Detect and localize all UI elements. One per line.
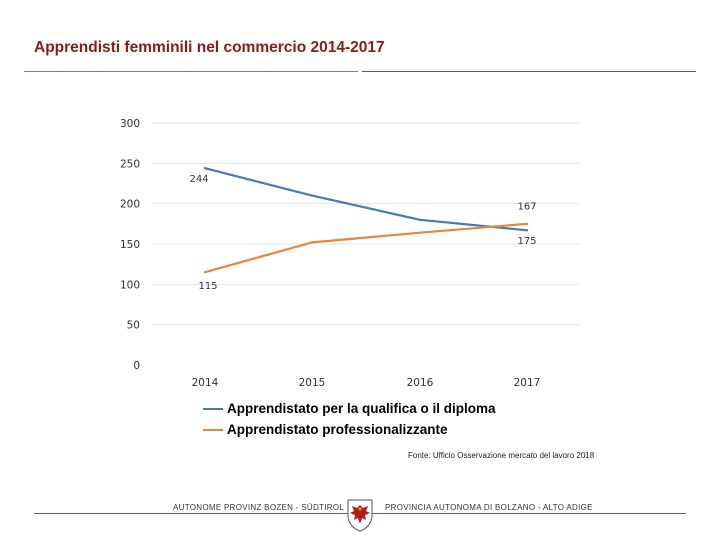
y-tick-label: 50 [127, 320, 140, 332]
data-point [525, 229, 529, 232]
series-line-0 [204, 167, 528, 232]
data-label: 175 [517, 236, 536, 247]
data-point [310, 194, 314, 197]
title-divider-right [362, 71, 696, 72]
data-point [525, 222, 529, 226]
y-tick-label: 150 [120, 239, 140, 251]
x-tick-label: 2017 [514, 377, 541, 389]
data-point [310, 241, 314, 244]
legend-item-qualifica: Apprendistato per la qualifica o il dipl… [203, 398, 496, 419]
y-tick-label: 100 [120, 279, 140, 291]
y-tick-label: 200 [120, 199, 140, 211]
y-tick-label: 300 [120, 118, 140, 130]
footer-text-german: AUTONOME PROVINZ BOZEN - SÜDTIROL [173, 503, 345, 512]
data-label: 167 [517, 201, 536, 212]
data-point [203, 166, 207, 170]
data-point [418, 218, 422, 221]
y-tick-label: 0 [133, 360, 140, 372]
x-tick-label: 2016 [407, 377, 434, 389]
legend-swatch-professionalizzante [203, 428, 223, 431]
tyrol-eagle-crest-icon [347, 499, 373, 532]
series-line-1 [204, 222, 528, 274]
x-tick-label: 2014 [192, 377, 219, 389]
data-point [418, 231, 422, 234]
y-tick-label: 250 [120, 158, 140, 170]
data-label: 115 [198, 281, 217, 292]
page-title: Apprendisti femminili nel commercio 2014… [34, 39, 385, 56]
footer-text-italian: PROVINCIA AUTONOMA DI BOLZANO - ALTO ADI… [385, 503, 593, 512]
x-tick-label: 2015 [299, 377, 326, 389]
title-divider-left [24, 71, 358, 72]
chart-legend: Apprendistato per la qualifica o il dipl… [203, 398, 496, 440]
legend-item-professionalizzante: Apprendistato professionalizzante [203, 419, 496, 440]
data-point [203, 271, 207, 274]
legend-swatch-qualifica [203, 407, 223, 410]
source-note: Fonte: Ufficio Osservazione mercato del … [408, 451, 595, 460]
data-label: 244 [189, 174, 208, 185]
legend-label-professionalizzante: Apprendistato professionalizzante [227, 422, 448, 437]
legend-label-qualifica: Apprendistato per la qualifica o il dipl… [227, 401, 496, 416]
